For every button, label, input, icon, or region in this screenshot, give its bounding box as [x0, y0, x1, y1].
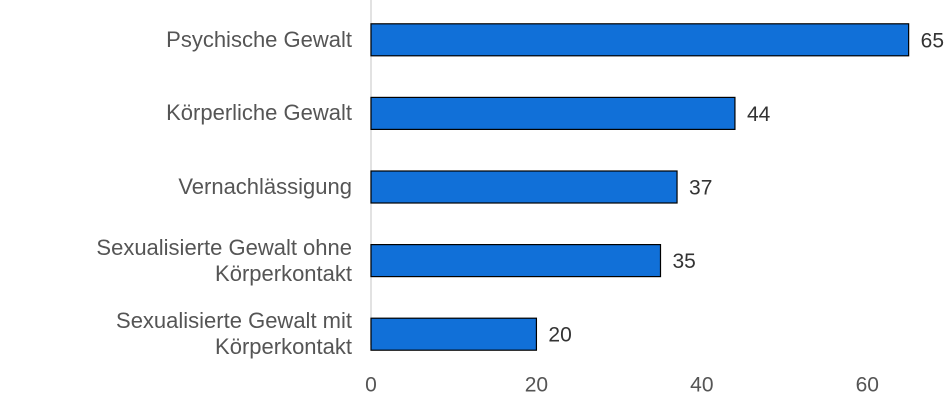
- value-label: 37: [689, 177, 712, 200]
- category-label: Sexualisierte Gewalt mit Körperkontakt: [116, 308, 352, 360]
- bar: [370, 244, 662, 278]
- x-tick-label: 20: [525, 374, 548, 397]
- category-label: Sexualisierte Gewalt ohne Körperkontakt: [96, 234, 352, 286]
- x-tick-label: 60: [856, 374, 879, 397]
- category-label: Psychische Gewalt: [166, 26, 352, 52]
- bar: [370, 23, 910, 57]
- x-tick-label: 0: [365, 374, 377, 397]
- bar: [370, 96, 736, 131]
- value-label: 44: [747, 103, 771, 126]
- value-label: 65: [921, 29, 944, 52]
- value-label: 35: [673, 250, 696, 273]
- category-label: Körperliche Gewalt: [166, 100, 352, 126]
- x-tick-label: 40: [690, 374, 713, 397]
- bar: [370, 170, 678, 204]
- bar: [370, 317, 538, 351]
- category-label: Vernachlässigung: [178, 174, 352, 199]
- value-label: 20: [548, 324, 571, 347]
